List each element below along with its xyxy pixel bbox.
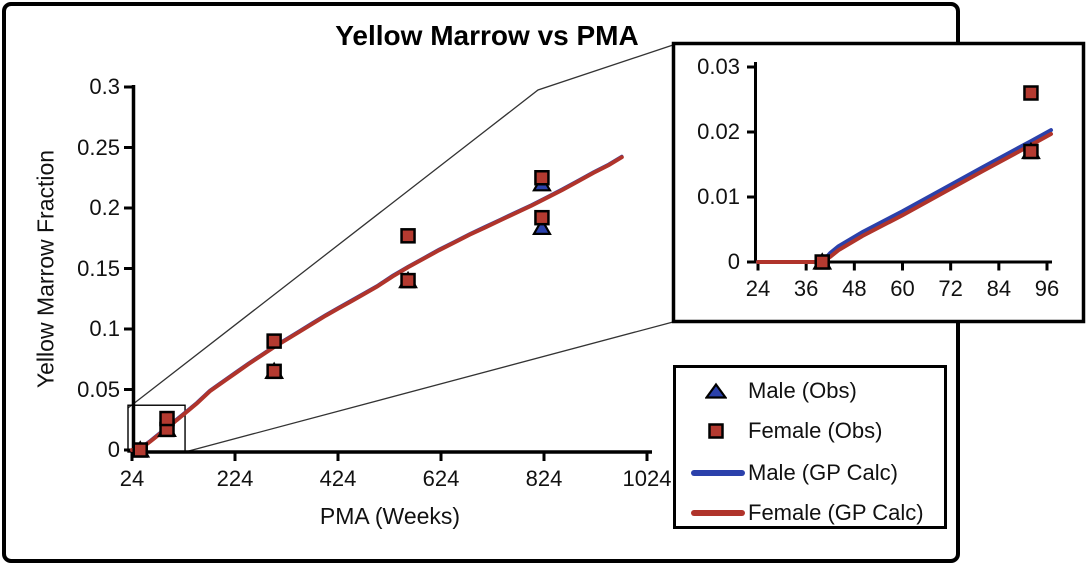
male-obs-triangle-icon	[705, 382, 727, 399]
female-obs-point	[159, 410, 175, 427]
male-gp-curve-main	[130, 154, 624, 452]
female-obs-point	[400, 228, 416, 244]
y-axis-title: Yellow Marrow Fraction	[32, 149, 59, 389]
female-obs-point-inset	[814, 254, 830, 270]
zoom-callout-line-upper	[127, 44, 674, 409]
legend-item-female-gp: Female (GP Calc)	[676, 498, 944, 528]
female-obs-point	[132, 442, 148, 458]
inset-panel	[671, 41, 1086, 324]
legend-label-male-obs: Male (Obs)	[748, 378, 857, 403]
female-obs-point	[534, 209, 550, 226]
legend-item-male-obs: Male (Obs)	[676, 376, 944, 406]
female-gp-curve-main	[130, 155, 624, 452]
female-obs-point	[266, 333, 282, 349]
male-gp-line-icon	[691, 470, 745, 476]
female-obs-point-inset	[1023, 85, 1039, 101]
legend: Male (Obs) Female (Obs) Male (GP Calc) F…	[673, 365, 947, 529]
female-obs-square-icon	[708, 423, 724, 439]
male-obs-point	[532, 217, 552, 235]
legend-label-male-gp: Male (GP Calc)	[748, 460, 898, 485]
female-obs-point	[400, 272, 416, 289]
zoom-callout-line-lower	[184, 321, 674, 453]
legend-item-female-obs: Female (Obs)	[676, 416, 944, 446]
female-obs-point-inset	[1023, 143, 1039, 160]
legend-label-female-obs: Female (Obs)	[748, 418, 883, 443]
female-gp-line-icon	[691, 510, 745, 516]
legend-item-male-gp: Male (GP Calc)	[676, 458, 944, 488]
chart-title: Yellow Marrow vs PMA	[335, 20, 639, 51]
legend-label-female-gp: Female (GP Calc)	[748, 500, 924, 525]
female-obs-point	[266, 363, 282, 380]
x-axis-title: PMA (Weeks)	[319, 503, 461, 529]
female-obs-point	[534, 170, 550, 186]
